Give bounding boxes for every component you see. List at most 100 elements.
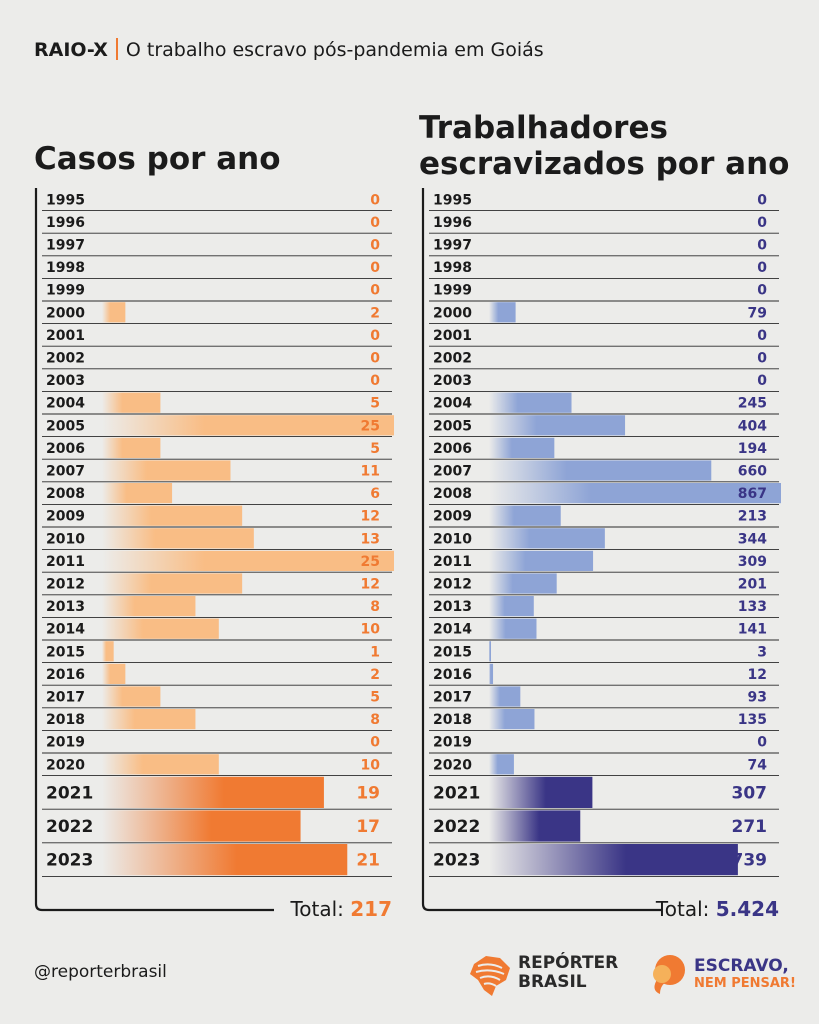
bar-2013 bbox=[102, 596, 196, 617]
year-label-2004: 2004 bbox=[46, 396, 85, 412]
year-label-2014: 2014 bbox=[433, 622, 472, 638]
chart-cases: 1995 0 1996 0 1997 0 1998 0 1999 0 2000 2 2001 0 2002 0… bbox=[34, 188, 404, 913]
value-label-2022: 271 bbox=[732, 817, 768, 837]
year-label-2023: 2023 bbox=[46, 851, 93, 871]
year-label-2002: 2002 bbox=[433, 351, 472, 367]
value-label-2001: 0 bbox=[757, 328, 767, 344]
year-label-2003: 2003 bbox=[46, 373, 85, 389]
year-label-2020: 2020 bbox=[46, 757, 85, 773]
bar-2014 bbox=[489, 618, 537, 639]
reporter-logo-line2: BRASIL bbox=[518, 972, 587, 992]
year-label-2008: 2008 bbox=[433, 486, 472, 502]
value-label-2016: 2 bbox=[370, 667, 380, 683]
year-label-1999: 1999 bbox=[433, 283, 472, 299]
bar-2005 bbox=[102, 415, 394, 436]
bar-2016 bbox=[489, 663, 494, 684]
bar-2022 bbox=[102, 810, 301, 842]
bar-2018 bbox=[489, 709, 535, 730]
reporter-logo-line1: REPÓRTER bbox=[518, 953, 619, 973]
header-subtitle: O trabalho escravo pós-pandemia em Goiás bbox=[125, 39, 544, 61]
year-label-2002: 2002 bbox=[46, 351, 85, 367]
value-label-2000: 2 bbox=[370, 305, 380, 321]
value-label-2008: 867 bbox=[738, 486, 767, 502]
total-cases: Total: 217 bbox=[290, 897, 392, 921]
value-label-2021: 307 bbox=[732, 784, 768, 804]
bar-2021 bbox=[102, 776, 324, 808]
year-label-1996: 1996 bbox=[433, 215, 472, 231]
page-header: RAIO-X O trabalho escravo pós-pandemia em… bbox=[34, 38, 544, 61]
value-label-2010: 13 bbox=[361, 531, 380, 547]
value-label-2022: 17 bbox=[356, 817, 380, 837]
year-label-2001: 2001 bbox=[46, 328, 85, 344]
year-label-1996: 1996 bbox=[46, 215, 85, 231]
value-label-2020: 10 bbox=[361, 757, 381, 773]
chart-title-workers-line2: escravizados por ano bbox=[419, 146, 790, 182]
year-label-2023: 2023 bbox=[433, 851, 480, 871]
value-label-2012: 201 bbox=[738, 577, 767, 593]
bar-2012 bbox=[489, 573, 557, 594]
year-label-1997: 1997 bbox=[46, 238, 85, 254]
escravo-logo-line1: ESCRAVO, bbox=[694, 956, 789, 976]
bar-2007 bbox=[489, 460, 712, 481]
value-label-2017: 5 bbox=[370, 690, 380, 706]
total-cases-label: Total: bbox=[290, 897, 344, 921]
value-label-2005: 25 bbox=[361, 418, 380, 434]
value-label-2009: 213 bbox=[738, 509, 767, 525]
value-label-2004: 245 bbox=[738, 396, 767, 412]
bar-2010 bbox=[489, 528, 605, 549]
year-label-1995: 1995 bbox=[46, 192, 85, 208]
escravo-nem-pensar-logo: ESCRAVO, NEM PENSAR! bbox=[646, 952, 796, 998]
bar-2007 bbox=[102, 460, 231, 481]
value-label-2015: 1 bbox=[370, 644, 380, 660]
value-label-2003: 0 bbox=[757, 373, 767, 389]
value-label-2012: 12 bbox=[361, 577, 380, 593]
year-label-2014: 2014 bbox=[46, 622, 85, 638]
chart-title-cases: Casos por ano bbox=[34, 141, 281, 177]
reporter-brasil-logo: REPÓRTER BRASIL bbox=[466, 950, 619, 1000]
value-label-2021: 19 bbox=[356, 784, 380, 804]
year-label-2013: 2013 bbox=[46, 599, 85, 615]
value-label-2011: 309 bbox=[738, 554, 767, 570]
year-label-2001: 2001 bbox=[433, 328, 472, 344]
value-label-1998: 0 bbox=[370, 260, 380, 276]
bar-2005 bbox=[489, 415, 626, 436]
header-brand: RAIO-X bbox=[34, 39, 108, 61]
year-label-2017: 2017 bbox=[433, 690, 472, 706]
total-workers: Total: 5.424 bbox=[656, 897, 779, 921]
value-label-2023: 21 bbox=[356, 851, 380, 871]
bar-2020 bbox=[102, 754, 219, 775]
year-label-1998: 1998 bbox=[433, 260, 472, 276]
chart-title-workers: Trabalhadores escravizados por ano bbox=[419, 110, 789, 182]
bar-2011 bbox=[102, 550, 394, 571]
value-label-2018: 135 bbox=[738, 712, 767, 728]
year-label-2016: 2016 bbox=[433, 667, 472, 683]
bar-2021 bbox=[489, 776, 593, 808]
year-label-2000: 2000 bbox=[46, 305, 85, 321]
year-label-2018: 2018 bbox=[46, 712, 85, 728]
value-label-2023: 739 bbox=[732, 851, 768, 871]
bar-2006 bbox=[489, 437, 555, 458]
value-label-2011: 25 bbox=[361, 554, 380, 570]
year-label-2021: 2021 bbox=[433, 784, 480, 804]
year-label-2021: 2021 bbox=[46, 784, 93, 804]
year-label-2012: 2012 bbox=[46, 577, 85, 593]
bar-2015 bbox=[489, 641, 491, 662]
value-label-1996: 0 bbox=[370, 215, 380, 231]
year-label-2005: 2005 bbox=[433, 418, 472, 434]
bar-2012 bbox=[102, 573, 243, 594]
header-separator bbox=[115, 38, 118, 60]
bar-2014 bbox=[102, 618, 219, 639]
bar-2023 bbox=[489, 844, 738, 876]
value-label-2010: 344 bbox=[738, 531, 767, 547]
value-label-2004: 5 bbox=[370, 396, 380, 412]
year-label-2007: 2007 bbox=[46, 464, 85, 480]
bar-2008 bbox=[489, 483, 781, 504]
year-label-2000: 2000 bbox=[433, 305, 472, 321]
value-label-2019: 0 bbox=[757, 735, 767, 751]
value-label-1997: 0 bbox=[370, 238, 380, 254]
value-label-2013: 133 bbox=[738, 599, 767, 615]
year-label-2020: 2020 bbox=[433, 757, 472, 773]
bar-2023 bbox=[102, 844, 348, 876]
year-label-2011: 2011 bbox=[46, 554, 85, 570]
year-label-2009: 2009 bbox=[433, 509, 472, 525]
